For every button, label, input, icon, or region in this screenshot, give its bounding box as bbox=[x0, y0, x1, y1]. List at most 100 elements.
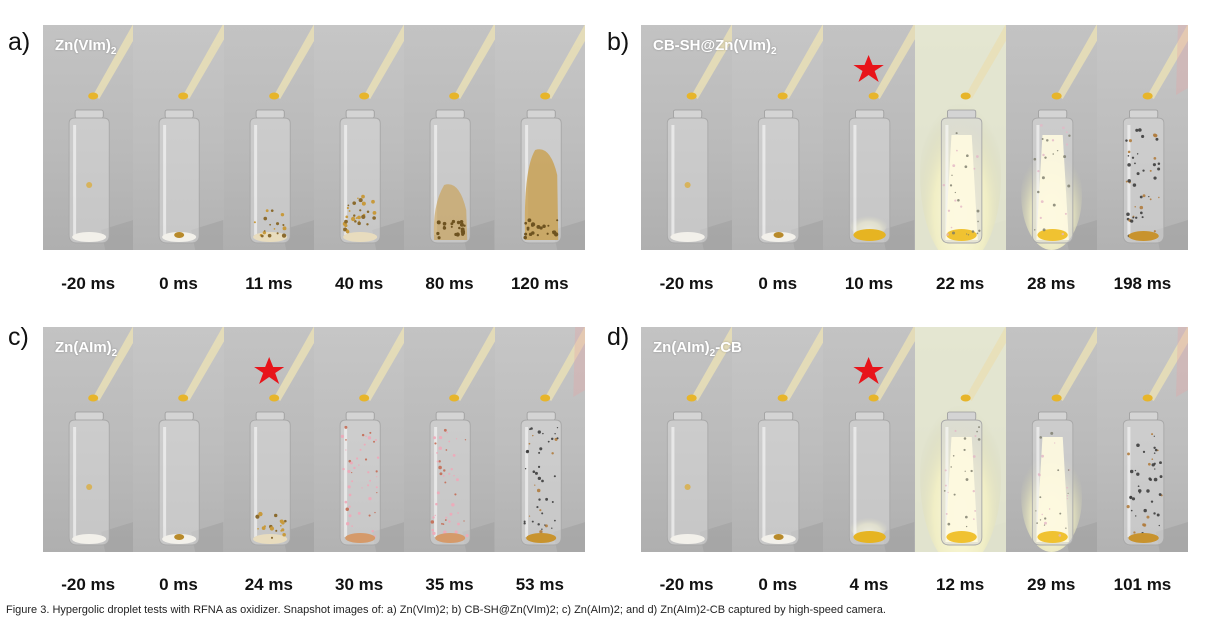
panel-c-frame-4 bbox=[313, 327, 405, 552]
vial-photo bbox=[68, 327, 134, 552]
panel-b-letter: b) bbox=[607, 28, 630, 56]
vial-photo bbox=[914, 327, 1006, 552]
panel-a-sample-label: Zn(VIm)2 bbox=[55, 37, 117, 57]
pipette bbox=[1051, 25, 1097, 100]
pipette bbox=[1142, 25, 1188, 100]
panel-a-frame-2 bbox=[133, 25, 224, 250]
panel-c-frame-1 bbox=[43, 327, 134, 552]
vial-photo bbox=[666, 327, 733, 552]
panel-d-frame-1 bbox=[641, 327, 733, 552]
time-label: 24 ms bbox=[244, 575, 293, 594]
vial-photo bbox=[249, 25, 314, 250]
vial bbox=[666, 411, 709, 546]
panel-a-frame-6 bbox=[494, 25, 585, 250]
panel-c-time-row: -20 ms 0 ms 24 ms 30 ms 35 ms 53 ms bbox=[43, 575, 585, 599]
panel-b-frame-1 bbox=[641, 25, 733, 250]
vial bbox=[758, 109, 800, 244]
pipette bbox=[88, 25, 134, 100]
pipette bbox=[359, 327, 405, 402]
pipette bbox=[868, 327, 915, 402]
panel-c-frame-3 bbox=[223, 327, 314, 552]
panel-d-strip: Zn(AIm)2-CB bbox=[641, 327, 1188, 552]
pipette bbox=[449, 25, 495, 100]
vial-photo bbox=[758, 327, 824, 552]
time-label: 10 ms bbox=[844, 274, 894, 293]
panel-b-time-row: -20 ms 0 ms 10 ms 22 ms 28 ms 198 ms bbox=[641, 274, 1188, 298]
panel-a-frame-3 bbox=[223, 25, 314, 250]
vial-photo bbox=[429, 25, 495, 250]
time-label: -20 ms bbox=[61, 274, 116, 293]
time-label: -20 ms bbox=[61, 575, 116, 594]
time-label: 11 ms bbox=[245, 274, 293, 293]
vial-photo bbox=[758, 25, 824, 250]
vial bbox=[849, 109, 891, 244]
vial-photo bbox=[68, 25, 134, 250]
pipette bbox=[868, 25, 915, 100]
vial bbox=[68, 411, 110, 546]
red-star-icon bbox=[853, 357, 885, 384]
panel-d-frame-5 bbox=[1005, 327, 1097, 552]
vial-photo bbox=[849, 327, 915, 552]
pipette bbox=[539, 327, 585, 402]
panel-b-frame-3 bbox=[823, 25, 915, 250]
time-label: 53 ms bbox=[515, 575, 564, 594]
vial bbox=[849, 411, 891, 546]
panel-a-letter: a) bbox=[8, 28, 31, 56]
pipette bbox=[1142, 327, 1188, 402]
vial bbox=[758, 411, 800, 546]
vial-photo bbox=[1020, 327, 1097, 552]
vial bbox=[339, 411, 381, 546]
vial bbox=[666, 109, 709, 244]
panel-c-sample-label: Zn(AIm)2 bbox=[55, 339, 118, 359]
figure-caption: Figure 3. Hypergolic droplet tests with … bbox=[6, 604, 886, 616]
time-label: 0 ms bbox=[159, 274, 198, 293]
time-label: 30 ms bbox=[335, 575, 384, 594]
panel-c-frame-2 bbox=[133, 327, 224, 552]
vial-photo bbox=[339, 25, 405, 250]
time-label: -20 ms bbox=[659, 575, 714, 594]
time-label: 29 ms bbox=[1027, 575, 1076, 594]
panel-a-frame-5 bbox=[404, 25, 495, 250]
time-label: 12 ms bbox=[936, 575, 985, 594]
vial bbox=[249, 109, 291, 244]
pipette bbox=[777, 327, 824, 402]
vial-photo bbox=[249, 327, 314, 552]
panel-a-frame-1 bbox=[43, 25, 134, 250]
time-label: 22 ms bbox=[936, 274, 985, 293]
vial bbox=[429, 411, 472, 546]
time-label: -20 ms bbox=[659, 274, 714, 293]
vial bbox=[68, 109, 110, 244]
panel-d-frame-3 bbox=[823, 327, 915, 552]
vial bbox=[1122, 109, 1165, 244]
panel-d-time-row: -20 ms 0 ms 4 ms 12 ms 29 ms 101 ms bbox=[641, 575, 1188, 599]
pipette bbox=[686, 327, 733, 402]
panel-c-letter: c) bbox=[8, 323, 29, 351]
panel-c-frame-5 bbox=[404, 327, 495, 552]
vial bbox=[520, 411, 562, 546]
panel-d-frame-4 bbox=[914, 327, 1006, 552]
vial bbox=[158, 109, 201, 244]
red-star-icon bbox=[253, 357, 284, 384]
panel-c-strip: Zn(AIm)2 bbox=[43, 327, 585, 552]
time-label: 40 ms bbox=[335, 274, 384, 293]
time-label: 28 ms bbox=[1027, 274, 1076, 293]
panel-a-time-row: -20 ms 0 ms 11 ms 40 ms 80 ms 120 ms bbox=[43, 274, 585, 298]
panel-d-letter: d) bbox=[607, 323, 630, 351]
pipette bbox=[359, 25, 405, 100]
pipette bbox=[178, 25, 224, 100]
vial-photo bbox=[520, 327, 585, 552]
panel-d-sample-label: Zn(AIm)2-CB bbox=[653, 339, 742, 359]
pipette bbox=[960, 25, 1006, 100]
vial-photo bbox=[914, 25, 1006, 250]
panel-c-frame-6 bbox=[494, 327, 585, 552]
vial bbox=[158, 411, 201, 546]
pipette bbox=[686, 25, 733, 100]
vial-photo bbox=[1020, 25, 1097, 250]
pipette bbox=[268, 327, 314, 402]
pipette bbox=[88, 327, 134, 402]
time-label: 35 ms bbox=[425, 575, 474, 594]
panel-b-strip: CB-SH@Zn(VIm)2 bbox=[641, 25, 1188, 250]
panel-b-frame-4 bbox=[914, 25, 1006, 250]
vial-photo bbox=[666, 25, 733, 250]
panel-b-frame-6 bbox=[1096, 25, 1188, 250]
